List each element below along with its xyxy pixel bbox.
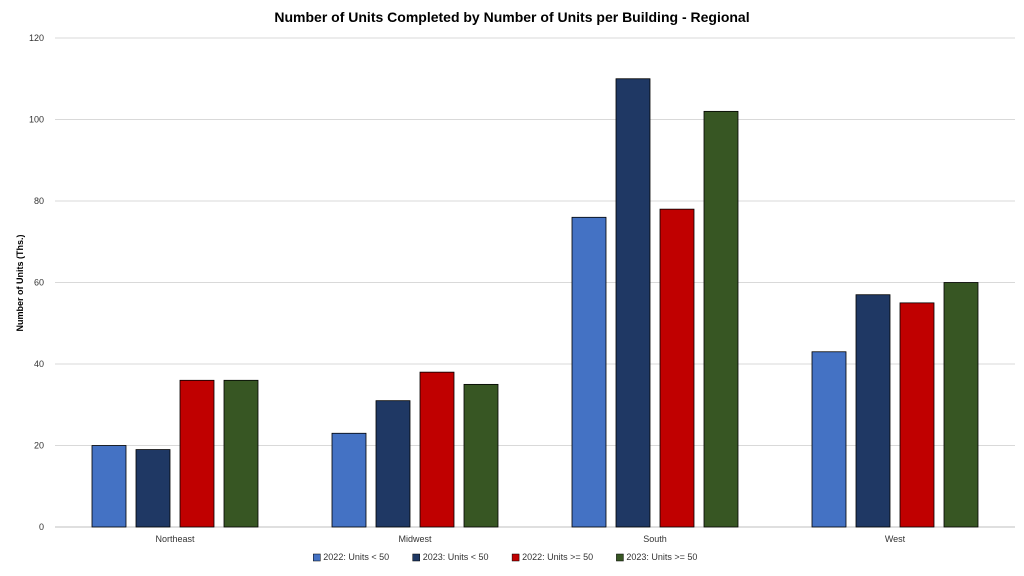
y-tick-label: 120 xyxy=(29,33,44,43)
bar xyxy=(135,449,171,528)
bar xyxy=(899,302,935,528)
y-tick-label: 40 xyxy=(34,359,44,369)
x-axis-ticks: Northeast Midwest South West xyxy=(155,534,905,544)
bar xyxy=(91,445,127,528)
bar xyxy=(571,216,607,528)
x-tick-label: West xyxy=(885,534,906,544)
bar xyxy=(855,294,891,528)
legend-label: 2023: Units >= 50 xyxy=(626,552,697,562)
bar xyxy=(615,78,651,528)
y-tick-label: 20 xyxy=(34,441,44,451)
legend-swatch xyxy=(412,553,420,562)
bar xyxy=(419,371,455,528)
x-tick-label: Northeast xyxy=(155,534,195,544)
bar xyxy=(943,282,979,528)
legend: 2022: Units < 50 2023: Units < 50 2022: Un… xyxy=(313,552,697,562)
y-tick-label: 60 xyxy=(34,278,44,288)
bar xyxy=(375,400,411,528)
gridlines xyxy=(55,37,1015,528)
legend-label: 2022: Units < 50 xyxy=(323,552,389,562)
legend-swatch xyxy=(313,553,321,562)
legend-label: 2023: Units < 50 xyxy=(423,552,489,562)
bar xyxy=(811,351,847,528)
bar xyxy=(659,208,695,528)
bar xyxy=(463,383,499,528)
chart-title: Number of Units Completed by Number of U… xyxy=(274,9,749,25)
x-tick-label: South xyxy=(643,534,667,544)
bar xyxy=(703,110,739,528)
y-axis-label: Number of Units (Ths.) xyxy=(15,235,25,332)
legend-swatch xyxy=(616,553,624,562)
y-axis-ticks: 0 20 40 60 80 100 120 xyxy=(29,33,44,532)
bar xyxy=(223,379,259,528)
y-tick-label: 0 xyxy=(39,522,44,532)
y-tick-label: 100 xyxy=(29,115,44,125)
y-tick-label: 80 xyxy=(34,196,44,206)
x-tick-label: Midwest xyxy=(398,534,432,544)
legend-swatch xyxy=(511,553,520,562)
bars xyxy=(91,78,979,528)
legend-label: 2022: Units >= 50 xyxy=(522,552,593,562)
bar xyxy=(331,432,367,528)
bar xyxy=(179,379,215,528)
